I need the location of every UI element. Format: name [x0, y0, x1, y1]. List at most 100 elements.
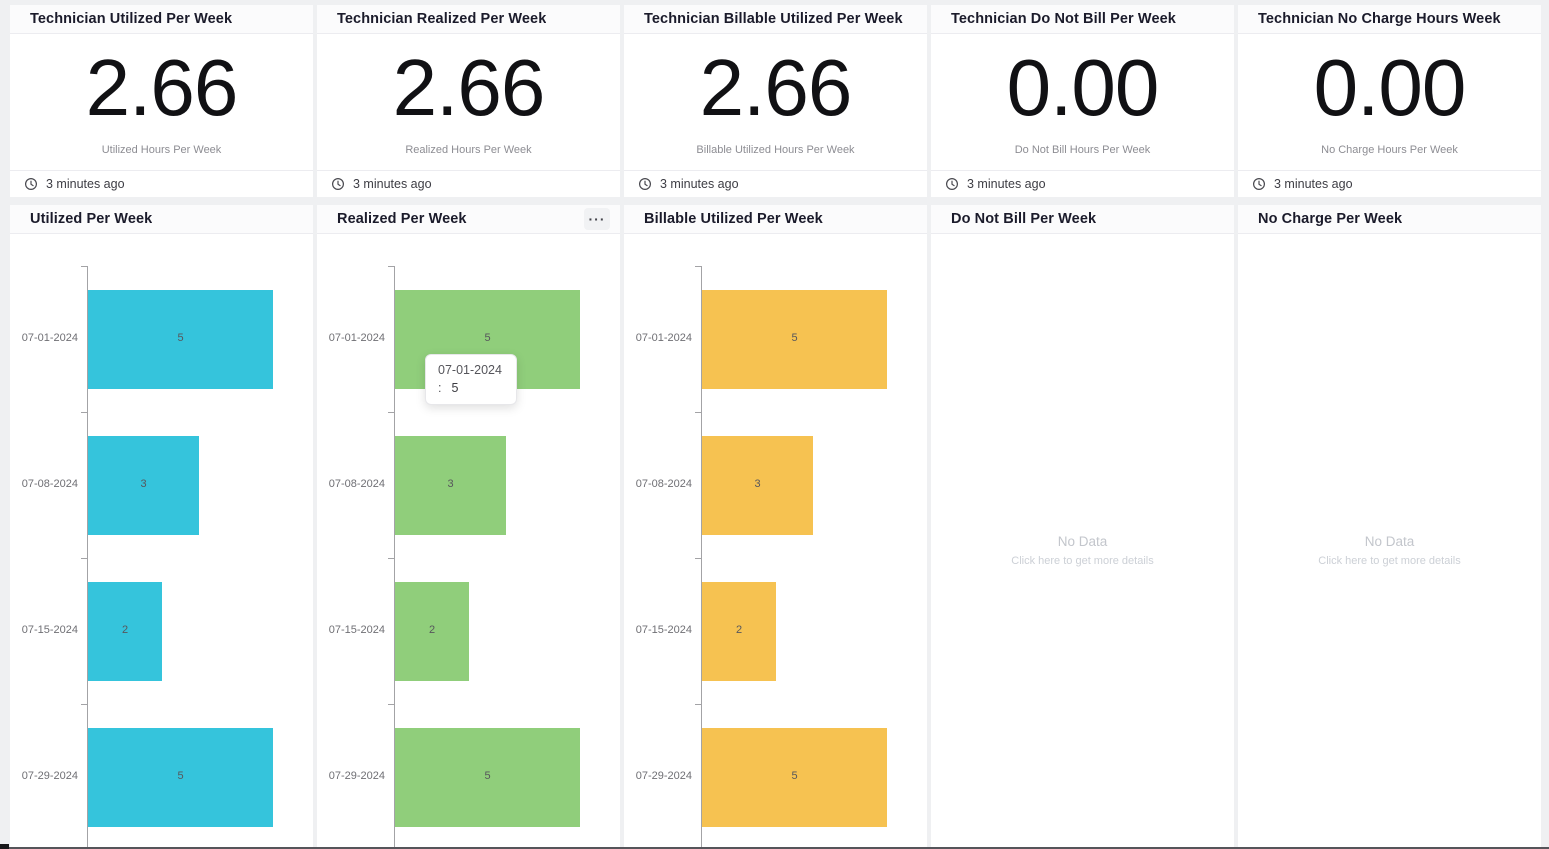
category-label: 07-29-2024 — [21, 770, 78, 782]
bar-segment[interactable] — [88, 435, 199, 535]
chart-card-title: Billable Utilized Per Week — [644, 211, 823, 227]
chart-card-header: Realized Per Week ··· — [317, 205, 620, 234]
chart-card-billable-utilized[interactable]: Billable Utilized Per Week 07-01-2024 5 07… — [624, 205, 927, 849]
axis-tick — [388, 704, 394, 705]
stat-card-footer: 3 minutes ago — [317, 170, 620, 197]
no-data-details-link[interactable]: Click here to get more details — [1318, 555, 1461, 567]
stat-card-title: Technician Do Not Bill Per Week — [951, 11, 1176, 27]
bar-segment[interactable] — [88, 289, 273, 389]
bar-value-label: 2 — [428, 624, 436, 636]
stat-caption: Utilized Hours Per Week — [101, 144, 222, 156]
stat-card-footer: 3 minutes ago — [931, 170, 1234, 197]
no-data-details-link[interactable]: Click here to get more details — [1011, 555, 1154, 567]
clock-icon — [24, 177, 38, 191]
y-axis-line — [701, 266, 702, 849]
chart-tooltip: 07-01-2024 :5 — [425, 354, 517, 405]
stat-card-header: Technician No Charge Hours Week — [1238, 5, 1541, 34]
bar-chart-utilized: 07-01-2024 5 07-08-2024 3 07-15-2024 2 07-29-2… — [10, 234, 313, 849]
chart-card-row: Utilized Per Week 07-01-2024 5 07-08-2024 3… — [10, 205, 1541, 849]
axis-tick — [388, 558, 394, 559]
bar-segment[interactable] — [88, 581, 162, 681]
stat-caption: No Charge Hours Per Week — [1321, 144, 1458, 156]
category-label: 07-01-2024 — [635, 332, 692, 344]
bar-segment[interactable] — [702, 435, 813, 535]
chart-card-header: Do Not Bill Per Week — [931, 205, 1234, 234]
axis-tick — [81, 412, 87, 413]
stat-card-utilized[interactable]: Technician Utilized Per Week 2.66 Utiliz… — [10, 5, 313, 197]
axis-tick — [81, 704, 87, 705]
stat-card-footer: 3 minutes ago — [624, 170, 927, 197]
axis-tick — [388, 266, 394, 267]
chart-card-title: Do Not Bill Per Week — [951, 211, 1097, 227]
bar-value-label: 5 — [484, 332, 491, 344]
bar-value-label: 3 — [140, 478, 147, 490]
axis-tick — [695, 412, 701, 413]
last-updated-text: 3 minutes ago — [353, 177, 432, 191]
last-updated-text: 3 minutes ago — [660, 177, 739, 191]
chart-card-utilized[interactable]: Utilized Per Week 07-01-2024 5 07-08-2024 3… — [10, 205, 313, 849]
no-data-label: No Data — [1057, 534, 1108, 549]
bar-value-label: 5 — [177, 332, 184, 344]
clock-icon — [1252, 177, 1266, 191]
bar-segment[interactable] — [702, 727, 887, 827]
scrollbar-corner[interactable] — [0, 844, 9, 849]
chart-card-realized[interactable]: Realized Per Week ··· 07-01-2024 :5 07-0… — [317, 205, 620, 849]
stat-card-header: Technician Billable Utilized Per Week — [624, 5, 927, 34]
window-bottom-edge — [0, 847, 1549, 849]
bar-value-label: 2 — [121, 624, 129, 636]
bar-value-label: 5 — [484, 770, 491, 782]
bar-segment[interactable] — [395, 581, 469, 681]
stat-card-no-charge[interactable]: Technician No Charge Hours Week 0.00 No … — [1238, 5, 1541, 197]
category-label: 07-29-2024 — [328, 770, 385, 782]
clock-icon — [945, 177, 959, 191]
stat-card-title: Technician No Charge Hours Week — [1258, 11, 1501, 27]
axis-tick — [388, 412, 394, 413]
chart-card-do-not-bill[interactable]: Do Not Bill Per Week No Data Click here … — [931, 205, 1234, 849]
chart-card-title: Utilized Per Week — [30, 211, 153, 227]
tooltip-value-line: :5 — [438, 381, 459, 395]
chart-card-title: No Charge Per Week — [1258, 211, 1403, 227]
category-label: 07-01-2024 — [328, 332, 385, 344]
axis-tick — [695, 558, 701, 559]
stat-value: 2.66 — [392, 43, 546, 132]
y-axis-line — [87, 266, 88, 849]
stat-value: 0.00 — [1313, 43, 1467, 132]
chart-empty-no-charge: No Data Click here to get more details — [1238, 234, 1541, 849]
chart-card-no-charge[interactable]: No Charge Per Week No Data Click here to… — [1238, 205, 1541, 849]
no-data-label: No Data — [1364, 534, 1415, 549]
category-label: 07-08-2024 — [21, 478, 78, 490]
bar-segment[interactable] — [88, 727, 273, 827]
bar-value-label: 2 — [735, 624, 743, 636]
bar-value-label: 3 — [754, 478, 761, 490]
stat-value: 2.66 — [85, 43, 239, 132]
stat-card-header: Technician Utilized Per Week — [10, 5, 313, 34]
stat-caption: Do Not Bill Hours Per Week — [1014, 144, 1151, 156]
bar-segment[interactable] — [395, 435, 506, 535]
bar-value-label: 5 — [177, 770, 184, 782]
stat-card-billable-utilized[interactable]: Technician Billable Utilized Per Week 2.… — [624, 5, 927, 197]
chart-card-header: Utilized Per Week — [10, 205, 313, 234]
stat-caption: Billable Utilized Hours Per Week — [696, 144, 855, 156]
axis-tick — [695, 266, 701, 267]
more-options-icon[interactable]: ··· — [584, 208, 610, 230]
clock-icon — [638, 177, 652, 191]
stat-card-realized[interactable]: Technician Realized Per Week 2.66 Realiz… — [317, 5, 620, 197]
clock-icon — [331, 177, 345, 191]
stat-value: 0.00 — [1006, 43, 1160, 132]
stat-card-row: Technician Utilized Per Week 2.66 Utiliz… — [10, 5, 1541, 197]
stat-card-body: 0.00 No Charge Hours Per Week — [1238, 34, 1541, 170]
bar-value-label: 3 — [447, 478, 454, 490]
bar-segment[interactable] — [395, 727, 580, 827]
category-label: 07-15-2024 — [635, 624, 692, 636]
stat-card-footer: 3 minutes ago — [10, 170, 313, 197]
no-data-block: No Data Click here to get more details — [931, 534, 1234, 567]
stat-card-body: 0.00 Do Not Bill Hours Per Week — [931, 34, 1234, 170]
stat-card-header: Technician Do Not Bill Per Week — [931, 5, 1234, 34]
stat-card-do-not-bill[interactable]: Technician Do Not Bill Per Week 0.00 Do … — [931, 5, 1234, 197]
stat-card-title: Technician Utilized Per Week — [30, 11, 233, 27]
bar-segment[interactable] — [702, 289, 887, 389]
last-updated-text: 3 minutes ago — [1274, 177, 1353, 191]
axis-tick — [81, 558, 87, 559]
y-axis-line — [394, 266, 395, 849]
bar-segment[interactable] — [702, 581, 776, 681]
